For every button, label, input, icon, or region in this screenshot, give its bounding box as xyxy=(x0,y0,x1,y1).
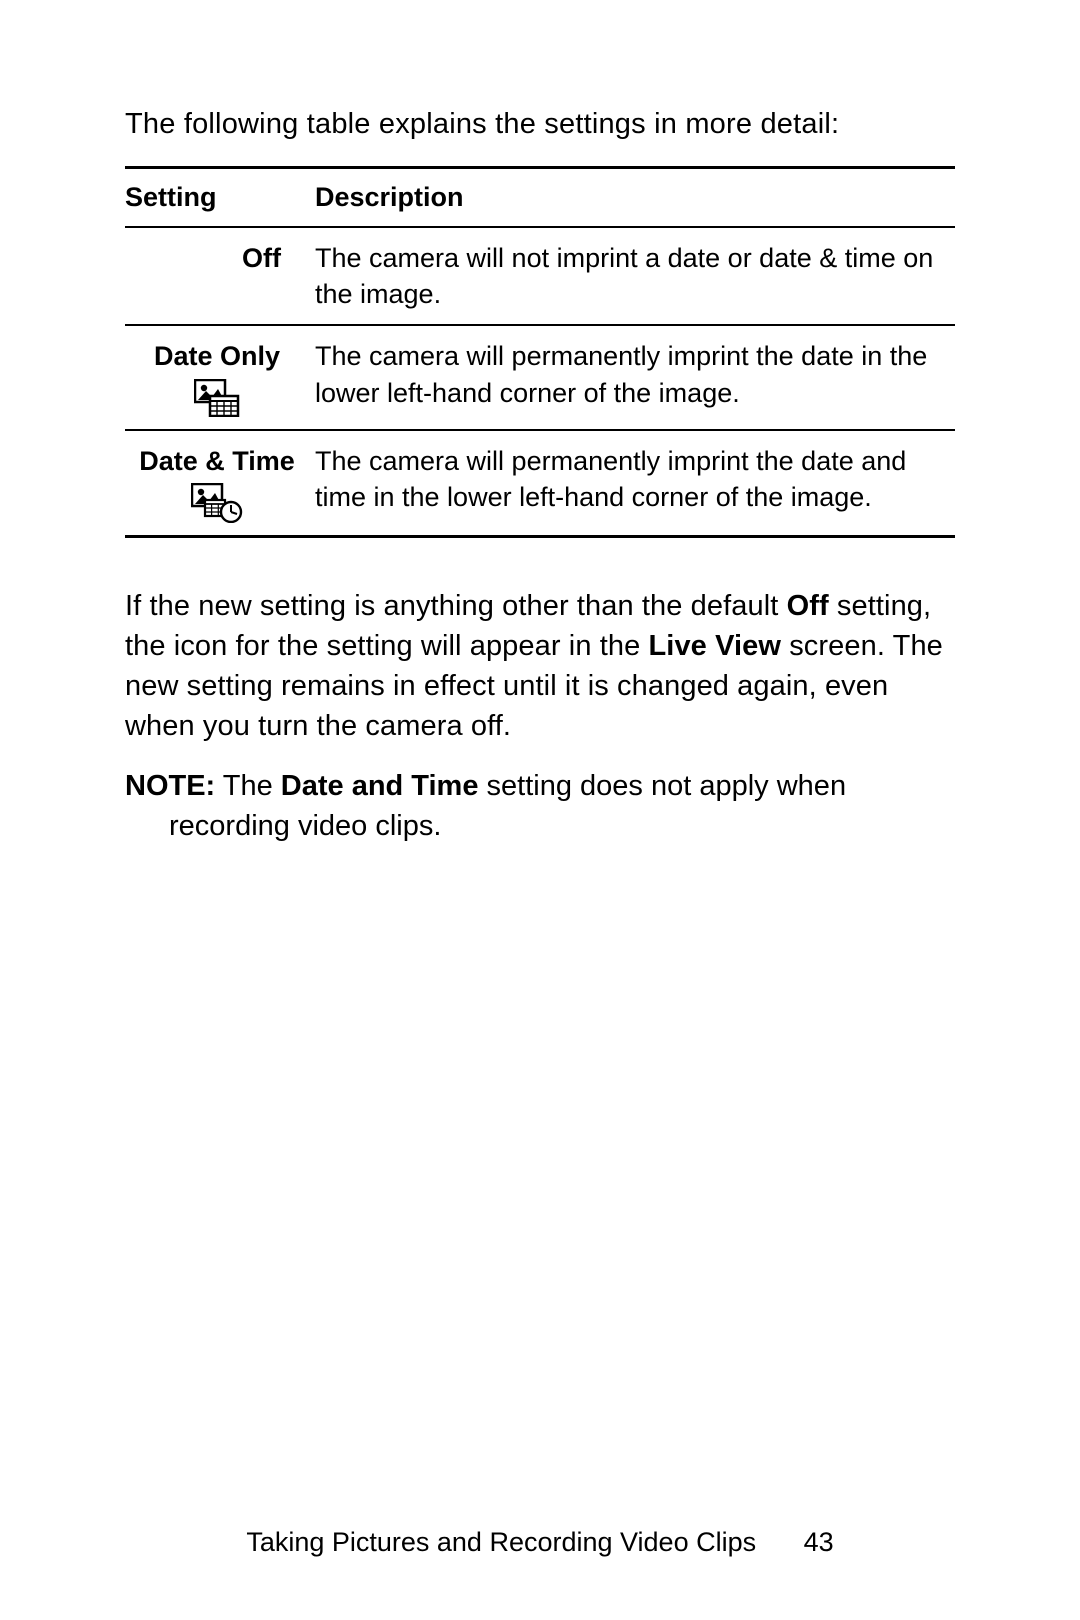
body-paragraph: If the new setting is anything other tha… xyxy=(125,586,955,746)
description-cell: The camera will permanently imprint the … xyxy=(315,325,955,429)
bold-off: Off xyxy=(787,590,829,622)
col-header-setting: Setting xyxy=(125,168,315,227)
table-row: Date & Time xyxy=(125,430,955,537)
date-time-icon xyxy=(125,483,309,523)
description-cell: The camera will permanently imprint the … xyxy=(315,430,955,537)
setting-label: Off xyxy=(125,240,309,276)
setting-cell-off: Off xyxy=(125,227,315,326)
setting-label: Date & Time xyxy=(125,443,309,479)
note-line2: recording video clips. xyxy=(125,806,955,846)
settings-table: Setting Description Off The camera will … xyxy=(125,166,955,538)
footer-chapter: Taking Pictures and Recording Video Clip… xyxy=(246,1527,756,1557)
description-cell: The camera will not imprint a date or da… xyxy=(315,227,955,326)
setting-cell-date-only: Date Only xyxy=(125,325,315,429)
table-header-row: Setting Description xyxy=(125,168,955,227)
date-only-icon xyxy=(125,379,309,417)
col-header-description: Description xyxy=(315,168,955,227)
bold-live-view: Live View xyxy=(648,630,781,662)
text-run: The xyxy=(215,770,281,802)
note-paragraph: NOTE: The Date and Time setting does not… xyxy=(125,766,955,846)
table-row: Off The camera will not imprint a date o… xyxy=(125,227,955,326)
table-row: Date Only xyxy=(125,325,955,429)
bold-date-time: Date and Time xyxy=(281,770,479,802)
intro-text: The following table explains the setting… xyxy=(125,105,955,144)
note-label: NOTE: xyxy=(125,770,215,802)
setting-cell-date-time: Date & Time xyxy=(125,430,315,537)
page-footer: Taking Pictures and Recording Video Clip… xyxy=(0,1527,1080,1558)
setting-label: Date Only xyxy=(125,338,309,374)
page: The following table explains the setting… xyxy=(0,0,1080,1620)
text-run: setting does not apply when xyxy=(478,770,846,802)
footer-page-number: 43 xyxy=(804,1527,834,1557)
text-run: If the new setting is anything other tha… xyxy=(125,590,787,622)
